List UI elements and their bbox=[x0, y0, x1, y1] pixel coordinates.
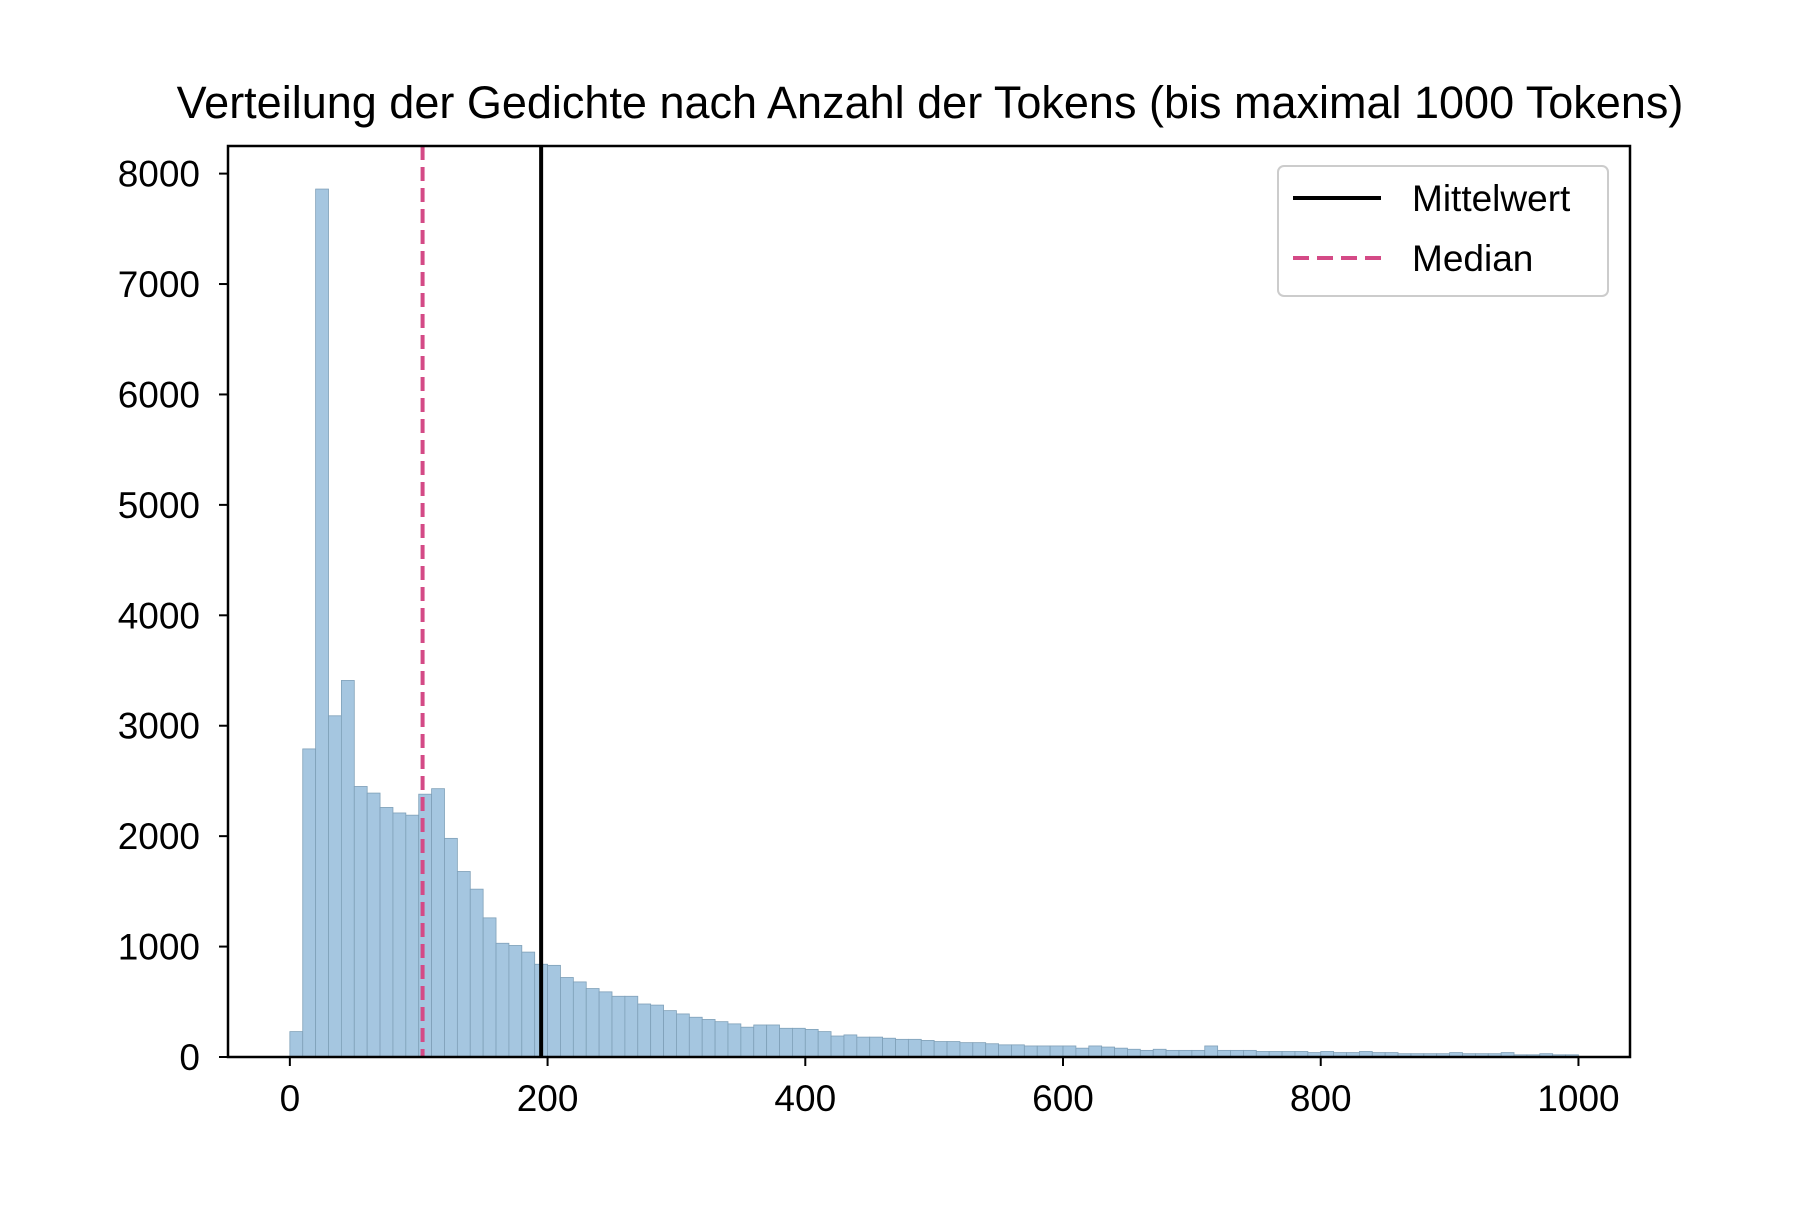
histogram-bar bbox=[946, 1041, 961, 1058]
histogram-bar bbox=[353, 786, 368, 1058]
histogram-bar bbox=[598, 991, 613, 1058]
y-tick-label: 8000 bbox=[118, 154, 200, 195]
histogram-bar bbox=[650, 1004, 664, 1058]
x-tick-label: 400 bbox=[774, 1078, 836, 1119]
histogram-bar bbox=[469, 888, 484, 1058]
histogram-bar bbox=[688, 1016, 703, 1058]
histogram-bar bbox=[624, 995, 639, 1058]
y-tick-label: 4000 bbox=[118, 595, 200, 636]
histogram-bar bbox=[882, 1037, 896, 1058]
histogram-bar bbox=[392, 812, 407, 1058]
histogram-bar bbox=[1049, 1045, 1064, 1058]
histogram-bar bbox=[920, 1040, 935, 1058]
histogram-bar bbox=[379, 807, 394, 1058]
y-tick-label: 0 bbox=[179, 1037, 200, 1078]
histogram-bar bbox=[611, 995, 626, 1058]
histogram-bar bbox=[572, 981, 587, 1058]
histogram-bar bbox=[1036, 1045, 1051, 1058]
histogram-bar bbox=[1101, 1046, 1115, 1058]
histogram-bar bbox=[714, 1021, 729, 1058]
histogram-bar bbox=[340, 680, 355, 1058]
x-tick-label: 600 bbox=[1032, 1078, 1094, 1119]
histogram-bar bbox=[366, 792, 381, 1058]
histogram-bar bbox=[856, 1036, 871, 1058]
y-axis: 0 1000 2000 3000 4000 5000 6000 7000 8000 bbox=[118, 154, 228, 1078]
histogram-bar bbox=[972, 1042, 987, 1058]
y-tick-label: 5000 bbox=[118, 485, 200, 526]
x-tick-label: 200 bbox=[517, 1078, 579, 1119]
histogram-bar bbox=[482, 917, 497, 1058]
y-tick-label: 7000 bbox=[118, 264, 200, 305]
histogram-bar bbox=[817, 1031, 832, 1058]
histogram-bar bbox=[315, 188, 329, 1058]
histogram-bar bbox=[302, 748, 317, 1058]
histogram-bar bbox=[456, 871, 471, 1058]
histogram-bar bbox=[663, 1010, 677, 1058]
histogram-bar bbox=[1088, 1045, 1103, 1058]
histogram-bar bbox=[907, 1038, 922, 1058]
histogram-bar bbox=[779, 1027, 793, 1058]
histogram-bar bbox=[405, 814, 420, 1058]
legend: Mittelwert Median bbox=[1277, 165, 1609, 297]
x-axis: 0 200 400 600 800 1000 bbox=[280, 1057, 1620, 1119]
histogram-bar bbox=[753, 1024, 768, 1058]
histogram-bar bbox=[431, 788, 445, 1058]
histogram-bar bbox=[560, 977, 574, 1058]
histogram-bar bbox=[676, 1013, 690, 1058]
histogram-bar bbox=[444, 837, 458, 1058]
histogram-bar bbox=[495, 942, 510, 1058]
histogram-bar bbox=[766, 1024, 780, 1058]
histogram-bar bbox=[637, 1003, 652, 1058]
histogram-bar bbox=[740, 1026, 755, 1058]
y-tick-label: 2000 bbox=[118, 816, 200, 857]
histogram-bar bbox=[869, 1036, 884, 1058]
histogram-bar bbox=[843, 1034, 858, 1058]
histogram-bar bbox=[895, 1038, 909, 1058]
x-tick-label: 1000 bbox=[1537, 1078, 1619, 1119]
histogram-bar bbox=[585, 988, 600, 1058]
histogram-bar bbox=[830, 1035, 845, 1058]
y-tick-label: 6000 bbox=[118, 374, 200, 415]
legend-label: Mittelwert bbox=[1412, 178, 1571, 219]
histogram-bar bbox=[328, 715, 342, 1058]
histogram-bar bbox=[289, 1031, 304, 1058]
histogram-bar bbox=[1011, 1044, 1025, 1058]
chart-title: Verteilung der Gedichte nach Anzahl der … bbox=[177, 77, 1684, 128]
histogram-bar bbox=[701, 1019, 716, 1058]
plot-frame bbox=[226, 144, 1632, 1059]
histogram-bar bbox=[1075, 1047, 1090, 1058]
histogram-bar bbox=[933, 1041, 948, 1058]
histogram-bar bbox=[1062, 1045, 1077, 1058]
bars-layer bbox=[289, 188, 1579, 1058]
y-tick-label: 3000 bbox=[118, 706, 200, 747]
histogram-bar bbox=[985, 1043, 999, 1058]
histogram-bar bbox=[804, 1028, 819, 1058]
histogram-bar bbox=[727, 1023, 742, 1058]
histogram-bar bbox=[508, 945, 523, 1058]
x-tick-label: 800 bbox=[1290, 1078, 1352, 1119]
histogram-bar bbox=[1023, 1045, 1038, 1058]
histogram-bar bbox=[959, 1042, 974, 1058]
x-tick-label: 0 bbox=[280, 1078, 301, 1119]
reference-lines-layer bbox=[420, 146, 544, 1057]
histogram-bar bbox=[547, 964, 561, 1058]
y-tick-label: 1000 bbox=[118, 927, 200, 968]
histogram-bar bbox=[1204, 1045, 1219, 1058]
histogram-bar bbox=[998, 1044, 1012, 1058]
histogram-bar bbox=[792, 1027, 806, 1058]
legend-label: Median bbox=[1412, 238, 1533, 279]
histogram-bar bbox=[521, 951, 536, 1058]
histogram-bar bbox=[1114, 1047, 1128, 1058]
